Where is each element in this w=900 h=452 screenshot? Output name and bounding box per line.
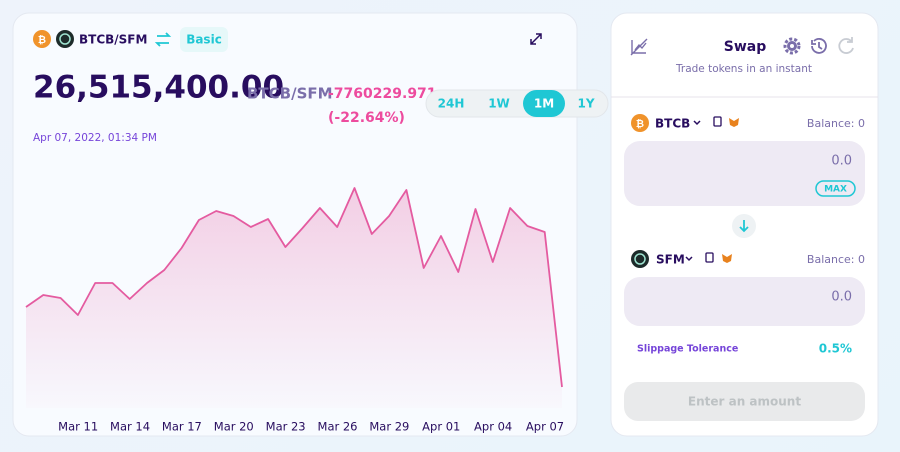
timeframe-option[interactable]: 24H bbox=[438, 97, 465, 111]
x-tick-label: Mar 20 bbox=[214, 420, 254, 434]
sfm-icon bbox=[56, 30, 74, 48]
price-chart: Mar 11 Mar 14 Mar 17 Mar 20 Mar 23 Mar 26 Mar … bbox=[25, 187, 564, 434]
pair-label: BTCB/SFM bbox=[79, 33, 147, 47]
x-tick-label: Mar 29 bbox=[369, 420, 409, 434]
to-copy-icon[interactable] bbox=[705, 252, 714, 263]
btcb-icon bbox=[33, 30, 51, 48]
submit-label: Enter an amount bbox=[688, 395, 801, 409]
from-input[interactable] bbox=[624, 141, 865, 206]
from-token-glyph: ₿ bbox=[636, 118, 644, 130]
price-pair: BTCB/SFM bbox=[247, 85, 333, 103]
from-balance: Balance: 0 bbox=[807, 117, 865, 130]
view-mode-label: Basic bbox=[186, 33, 222, 47]
from-copy-icon[interactable] bbox=[713, 116, 722, 127]
max-label: MAX bbox=[824, 185, 847, 195]
from-token-icon bbox=[631, 114, 649, 132]
to-balance: Balance: 0 bbox=[807, 253, 865, 266]
timeframe-option[interactable]: 1M bbox=[534, 97, 554, 111]
price-area bbox=[26, 188, 562, 408]
switch-arrow bbox=[739, 220, 749, 233]
expand-icon[interactable] bbox=[530, 33, 542, 45]
max-button[interactable] bbox=[815, 180, 856, 197]
from-amount: 0.0 bbox=[831, 154, 852, 169]
sfm-icon-ring bbox=[59, 33, 71, 45]
to-token-icon bbox=[631, 250, 649, 268]
price-change-percent: (-22.64%) bbox=[328, 110, 405, 126]
x-tick-label: Apr 04 bbox=[474, 420, 512, 434]
btcb-icon-glyph: ₿ bbox=[38, 34, 46, 46]
x-tick-label: Mar 11 bbox=[58, 420, 98, 434]
swap-subtitle: Trade tokens in an instant bbox=[675, 63, 812, 75]
x-tick-label: Mar 17 bbox=[162, 420, 202, 434]
timeframe-selector: 24H 1W 1M 1Y bbox=[425, 89, 609, 118]
price-change: -7760229.971 bbox=[328, 86, 437, 102]
chart-toggle-icon[interactable] bbox=[630, 38, 648, 56]
to-token[interactable]: SFM bbox=[656, 253, 685, 267]
to-caret[interactable] bbox=[685, 256, 693, 262]
slippage-label: Slippage Tolerance bbox=[637, 344, 738, 355]
from-token[interactable]: BTCB bbox=[655, 117, 690, 131]
x-tick-label: Mar 26 bbox=[318, 420, 358, 434]
x-tick-label: Apr 01 bbox=[422, 420, 460, 434]
price-value: 26,515,400.00 bbox=[33, 70, 284, 106]
to-wallet-icon[interactable] bbox=[722, 254, 732, 263]
swap-direction-icon[interactable] bbox=[154, 32, 172, 47]
timeframe-selected[interactable] bbox=[523, 90, 565, 117]
swap-title: Swap bbox=[724, 39, 767, 55]
to-input[interactable] bbox=[624, 277, 865, 326]
to-token-ring bbox=[634, 253, 646, 265]
price-timestamp: Apr 07, 2022, 01:34 PM bbox=[33, 132, 157, 144]
x-tick-label: Mar 23 bbox=[266, 420, 306, 434]
price-line bbox=[25, 187, 563, 388]
to-amount: 0.0 bbox=[831, 290, 852, 305]
history-icon[interactable] bbox=[811, 38, 827, 54]
slippage-value[interactable]: 0.5% bbox=[819, 342, 852, 356]
settings-icon[interactable] bbox=[783, 37, 801, 55]
submit-button[interactable] bbox=[624, 382, 865, 421]
x-tick-label: Mar 14 bbox=[110, 420, 150, 434]
refresh-icon[interactable] bbox=[838, 37, 854, 54]
timeframe-option[interactable]: 1W bbox=[488, 97, 510, 111]
view-mode-toggle[interactable] bbox=[180, 27, 228, 52]
from-caret[interactable] bbox=[693, 120, 701, 126]
from-wallet-icon[interactable] bbox=[729, 118, 739, 127]
x-tick-label: Apr 07 bbox=[526, 420, 564, 434]
timeframe-option[interactable]: 1Y bbox=[577, 97, 594, 111]
